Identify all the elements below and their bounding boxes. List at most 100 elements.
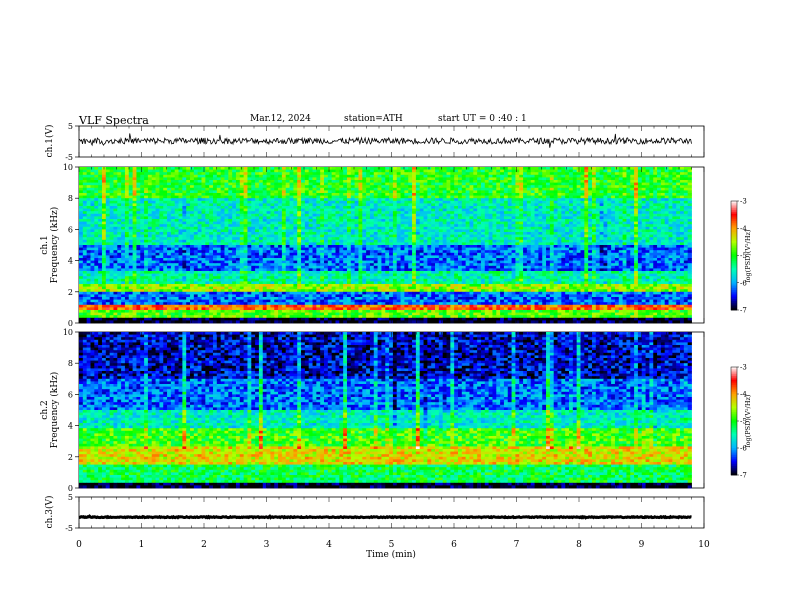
spectrogram-cell bbox=[224, 237, 229, 241]
spectrogram-cell bbox=[404, 219, 409, 222]
spectrogram-cell bbox=[446, 182, 451, 186]
spectrogram-cell bbox=[680, 206, 685, 209]
spectrogram-cell bbox=[109, 195, 114, 199]
spectrogram-cell bbox=[404, 239, 409, 243]
spectrogram-cell bbox=[415, 193, 421, 196]
spectrogram-cell bbox=[266, 190, 271, 194]
spectrogram-cell bbox=[128, 237, 133, 241]
spectrogram-cell bbox=[599, 198, 604, 202]
spectrogram-cell bbox=[278, 242, 283, 246]
spectrogram-cell bbox=[82, 247, 88, 251]
spectrogram-cell bbox=[320, 172, 325, 176]
spectrogram-cell bbox=[584, 190, 589, 194]
spectrogram-cell bbox=[526, 234, 532, 238]
spectrogram-cell bbox=[144, 232, 149, 235]
spectrogram-cell bbox=[496, 206, 501, 209]
spectrogram-cell bbox=[186, 190, 191, 194]
spectrogram-cell bbox=[308, 193, 313, 196]
spectrogram-cell bbox=[553, 172, 558, 176]
spectrogram-cell bbox=[653, 221, 658, 225]
spectrogram-cell bbox=[316, 234, 321, 238]
spectrogram-cell bbox=[147, 221, 153, 225]
spectrogram-cell bbox=[136, 211, 141, 215]
spectrogram-cell bbox=[549, 219, 555, 222]
spectrogram-cell bbox=[362, 174, 367, 178]
spectrogram-cell bbox=[588, 180, 593, 183]
spectrogram-cell bbox=[381, 185, 386, 189]
spectrogram-cell bbox=[331, 211, 336, 215]
spectrogram-cell bbox=[331, 221, 336, 225]
spectrogram-cell bbox=[155, 195, 160, 199]
spectrogram-cell bbox=[519, 187, 524, 191]
spectrogram-cell bbox=[339, 172, 344, 176]
spectrogram-cell bbox=[477, 200, 482, 204]
spectrogram-cell bbox=[603, 177, 608, 181]
spectrogram-cell bbox=[454, 187, 459, 191]
spectrogram-cell bbox=[683, 187, 689, 191]
spectrogram-cell bbox=[473, 180, 478, 183]
spectrogram-cell bbox=[155, 169, 160, 173]
spectrogram-cell bbox=[316, 245, 321, 248]
spectrogram-cell bbox=[637, 200, 643, 204]
spectrogram-cell bbox=[293, 198, 298, 202]
spectrogram-cell bbox=[193, 232, 199, 235]
spectrogram-cell bbox=[630, 237, 635, 241]
spectrogram-cell bbox=[304, 172, 310, 176]
spectrogram-cell bbox=[672, 172, 677, 176]
spectrogram-cell bbox=[124, 177, 130, 181]
spectrogram-cell bbox=[346, 229, 352, 233]
spectrogram-cell bbox=[94, 237, 99, 241]
spectrogram-cell bbox=[569, 237, 574, 241]
spectrogram-cell bbox=[676, 211, 681, 215]
spectrogram-cell bbox=[212, 203, 218, 207]
spectrogram-cell bbox=[396, 195, 401, 199]
spectrogram-cell bbox=[312, 242, 317, 246]
spectrogram-cell bbox=[423, 219, 428, 222]
spectrogram-cell bbox=[163, 195, 168, 199]
spectrogram-cell bbox=[79, 232, 84, 235]
spectrogram-cell bbox=[155, 239, 160, 243]
spectrogram-cell bbox=[79, 216, 84, 220]
spectrogram-cell bbox=[618, 187, 623, 191]
spectrogram-cell bbox=[412, 185, 417, 189]
spectrogram-cell bbox=[109, 234, 114, 238]
spectrogram-cell bbox=[492, 234, 497, 238]
spectrogram-cell bbox=[626, 245, 631, 248]
spectrogram-cell bbox=[660, 198, 666, 202]
spectrogram-cell bbox=[591, 213, 597, 217]
spectrogram-cell bbox=[653, 190, 658, 194]
spectrogram-cell bbox=[224, 226, 229, 230]
spectrogram-cell bbox=[155, 185, 160, 189]
spectrogram-cell bbox=[377, 177, 382, 181]
spectrogram-cell bbox=[649, 177, 654, 181]
spectrogram-cell bbox=[484, 226, 490, 230]
spectrogram-cell bbox=[86, 174, 91, 178]
spectrogram-cell bbox=[350, 213, 356, 217]
spectrogram-cell bbox=[603, 208, 608, 212]
spectrogram-cell bbox=[373, 169, 378, 173]
spectrogram-cell bbox=[255, 242, 260, 246]
spectrogram-cell bbox=[503, 193, 509, 196]
spectrogram-cell bbox=[419, 200, 424, 204]
spectrogram-cell bbox=[278, 169, 283, 173]
spectrogram-cell bbox=[614, 167, 620, 170]
spectrogram-cell bbox=[591, 232, 597, 235]
spectrogram-cell bbox=[381, 229, 386, 233]
spectrogram-cell bbox=[507, 221, 512, 225]
spectrogram-cell bbox=[687, 198, 692, 202]
spectrogram-cell bbox=[595, 198, 601, 202]
spectrogram-cell bbox=[335, 167, 340, 170]
spectrogram-cell bbox=[530, 216, 535, 220]
spectrogram-cell bbox=[534, 211, 539, 215]
spectrogram-cell bbox=[653, 208, 658, 212]
spectrogram-cell bbox=[664, 226, 669, 230]
spectrogram-cell bbox=[423, 180, 428, 183]
spectrogram-cell bbox=[331, 208, 336, 212]
spectrogram-cell bbox=[346, 203, 352, 207]
spectrogram-cell bbox=[235, 234, 241, 238]
spectrogram-cell bbox=[415, 174, 421, 178]
spectrogram-cell bbox=[193, 185, 199, 189]
spectrogram-cell bbox=[212, 187, 218, 191]
spectrogram-cell bbox=[151, 208, 156, 212]
spectrogram-cell bbox=[239, 245, 245, 248]
